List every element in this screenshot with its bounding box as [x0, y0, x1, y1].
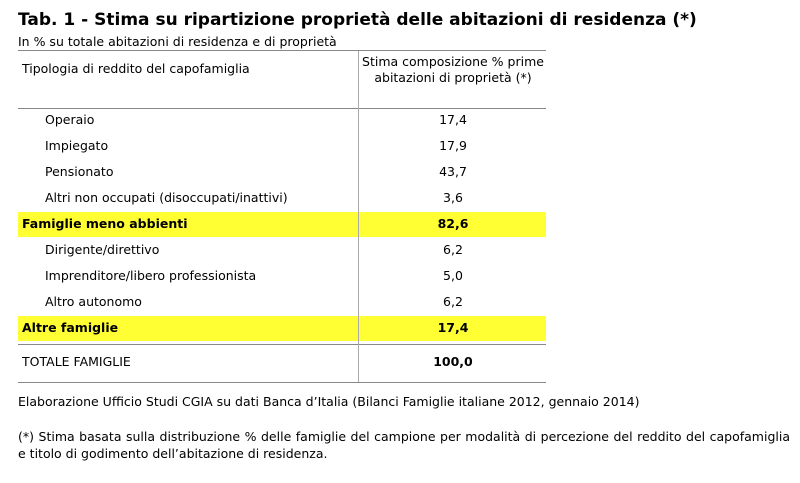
row-value: 17,4 — [437, 320, 469, 335]
row-value: 17,4 — [439, 112, 467, 127]
subtitle: In % su totale abitazioni di residenza e… — [18, 34, 337, 49]
column-header: Stima composizione % prime abitazioni di… — [362, 54, 544, 85]
row-label: Altro autonomo — [45, 294, 142, 309]
row-label: Imprenditore/libero professionista — [45, 268, 257, 283]
row-value: 100,0 — [433, 354, 473, 369]
column-header: Tipologia di reddito del capofamiglia — [22, 61, 250, 76]
row-value: 6,2 — [443, 294, 463, 309]
row-label: Altri non occupati (disoccupati/inattivi… — [45, 190, 288, 205]
title: Tab. 1 - Stima su ripartizione proprietà… — [18, 10, 697, 30]
row-value: 82,6 — [437, 216, 469, 231]
highlight — [18, 316, 546, 341]
row-label: Operaio — [45, 112, 95, 127]
row-label: TOTALE FAMIGLIE — [22, 354, 131, 369]
column-divider — [358, 51, 359, 382]
row-label: Dirigente/direttivo — [45, 242, 160, 257]
row-value: 43,7 — [439, 164, 467, 179]
rule — [18, 50, 546, 51]
row-label: Altre famiglie — [22, 320, 119, 335]
row-value: 3,6 — [443, 190, 463, 205]
row-label: Impiegato — [45, 138, 109, 153]
row-value: 6,2 — [443, 242, 463, 257]
source: Elaborazione Ufficio Studi CGIA su dati … — [18, 394, 640, 409]
row-value: 17,9 — [439, 138, 467, 153]
row-label: Pensionato — [45, 164, 114, 179]
rule — [18, 344, 546, 345]
rule — [18, 382, 546, 383]
row-label: Famiglie meno abbienti — [22, 216, 188, 231]
rule — [18, 108, 546, 109]
row-value: 5,0 — [443, 268, 463, 283]
note: (*) Stima basata sulla distribuzione % d… — [18, 429, 790, 461]
highlight — [18, 212, 546, 237]
